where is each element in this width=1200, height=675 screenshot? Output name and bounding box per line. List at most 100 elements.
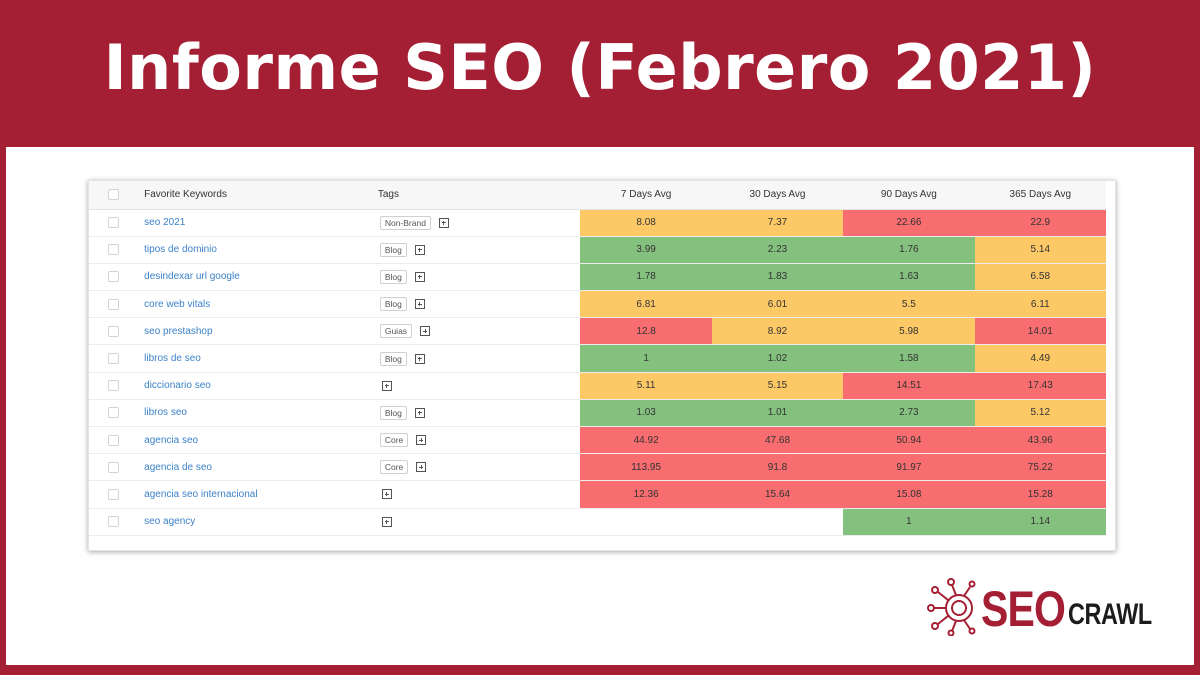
header-keyword[interactable]: Favorite Keywords bbox=[137, 181, 378, 210]
keyword-link[interactable]: agencia de seo bbox=[137, 453, 378, 482]
keyword-link[interactable]: seo agency bbox=[137, 508, 378, 536]
table-row[interactable]: seo 2021 Non-Brand 8.08 7.37 22.66 22.9 bbox=[89, 209, 1106, 237]
table-row[interactable]: libros seo Blog 1.03 1.01 2.73 5.12 bbox=[89, 399, 1106, 428]
row-checkbox[interactable] bbox=[107, 325, 119, 337]
add-tag-icon[interactable] bbox=[414, 299, 425, 310]
row-checkbox[interactable] bbox=[107, 407, 119, 419]
row-select-cell bbox=[89, 453, 138, 482]
add-tag-icon[interactable] bbox=[420, 326, 431, 337]
header-7-days[interactable]: 7 Days Avg bbox=[580, 181, 712, 210]
row-checkbox[interactable] bbox=[107, 217, 119, 229]
value-7-days: 113.95 bbox=[580, 453, 712, 482]
table-row[interactable]: seo agency 1 1.14 bbox=[89, 508, 1106, 536]
add-tag-icon[interactable] bbox=[414, 407, 425, 418]
add-tag-icon[interactable] bbox=[414, 271, 425, 282]
row-select-cell bbox=[89, 399, 138, 428]
value-30-days: 15.64 bbox=[711, 480, 844, 509]
table-row[interactable]: libros de seo Blog 1 1.02 1.58 4.49 bbox=[89, 344, 1106, 373]
value-30-days: 7.37 bbox=[711, 209, 844, 237]
value-365-days: 5.14 bbox=[974, 236, 1106, 264]
table-row[interactable]: seo prestashop Guias 12.8 8.92 5.98 14.01 bbox=[89, 317, 1106, 346]
value-30-days: 2.23 bbox=[711, 236, 844, 264]
logo-crawl-text: CRAWL bbox=[1068, 598, 1152, 631]
table-row[interactable]: diccionario seo 5.11 5.15 14.51 17.43 bbox=[89, 372, 1106, 400]
tag-badge[interactable]: Blog bbox=[379, 242, 407, 257]
logo-seo-text: SEO bbox=[981, 581, 1066, 637]
row-checkbox[interactable] bbox=[107, 434, 119, 446]
value-90-days: 14.51 bbox=[843, 372, 975, 400]
tags-cell bbox=[377, 372, 581, 400]
value-365-days: 4.49 bbox=[974, 344, 1106, 373]
row-checkbox[interactable] bbox=[107, 488, 119, 500]
row-checkbox[interactable] bbox=[107, 352, 119, 364]
add-tag-icon[interactable] bbox=[438, 217, 449, 228]
tag-badge[interactable]: Core bbox=[379, 460, 409, 475]
tags-cell bbox=[377, 508, 581, 536]
row-checkbox[interactable] bbox=[107, 461, 119, 473]
row-checkbox[interactable] bbox=[107, 244, 119, 256]
add-tag-icon[interactable] bbox=[416, 462, 427, 473]
keyword-link[interactable]: agencia seo internacional bbox=[137, 480, 378, 509]
tag-badge[interactable]: Blog bbox=[379, 269, 407, 284]
keyword-link[interactable]: libros de seo bbox=[137, 344, 378, 373]
keyword-link[interactable]: tipos de dominio bbox=[137, 236, 378, 264]
tag-badge[interactable]: Blog bbox=[379, 351, 407, 366]
keyword-link[interactable]: seo prestashop bbox=[137, 317, 378, 346]
value-90-days: 1 bbox=[843, 508, 975, 536]
table-row[interactable]: tipos de dominio Blog 3.99 2.23 1.76 5.14 bbox=[89, 236, 1106, 264]
tag-badge[interactable]: Blog bbox=[379, 405, 407, 420]
select-all-checkbox[interactable] bbox=[107, 189, 119, 201]
tag-badge[interactable]: Blog bbox=[379, 297, 407, 312]
row-checkbox[interactable] bbox=[107, 298, 119, 310]
add-tag-icon[interactable] bbox=[381, 380, 392, 391]
tag-badge[interactable]: Non-Brand bbox=[379, 215, 431, 230]
tag-badge[interactable]: Core bbox=[379, 433, 409, 448]
table-row[interactable]: agencia de seo Core 113.95 91.8 91.97 75.22 bbox=[89, 453, 1106, 482]
keyword-link[interactable]: diccionario seo bbox=[137, 372, 378, 400]
value-30-days: 47.68 bbox=[711, 426, 844, 455]
value-90-days: 22.66 bbox=[843, 209, 975, 237]
keyword-link[interactable]: core web vitals bbox=[137, 290, 378, 319]
value-365-days: 6.11 bbox=[974, 290, 1106, 319]
row-select-cell bbox=[89, 236, 138, 264]
value-7-days: 12.36 bbox=[580, 480, 712, 509]
header-30-days[interactable]: 30 Days Avg bbox=[711, 181, 844, 210]
page-title: Informe SEO (Febrero 2021) bbox=[103, 31, 1097, 104]
value-30-days: 1.02 bbox=[711, 344, 844, 373]
header-tags[interactable]: Tags bbox=[377, 181, 581, 210]
content-panel: Favorite Keywords Tags 7 Days Avg 30 Day… bbox=[6, 147, 1194, 665]
value-365-days: 75.22 bbox=[974, 453, 1106, 482]
tag-badge[interactable]: Guias bbox=[379, 324, 413, 339]
row-select-cell bbox=[89, 480, 138, 509]
table-row[interactable]: agencia seo Core 44.92 47.68 50.94 43.96 bbox=[89, 426, 1106, 455]
value-90-days: 5.5 bbox=[843, 290, 975, 319]
table-row[interactable]: agencia seo internacional 12.36 15.64 15.08… bbox=[89, 480, 1106, 509]
keyword-link[interactable]: seo 2021 bbox=[137, 209, 378, 237]
value-7-days: 1 bbox=[580, 344, 712, 373]
row-checkbox[interactable] bbox=[107, 516, 119, 528]
value-365-days: 6.58 bbox=[974, 263, 1106, 292]
value-30-days bbox=[711, 508, 844, 536]
add-tag-icon[interactable] bbox=[381, 516, 392, 527]
add-tag-icon[interactable] bbox=[381, 489, 392, 500]
table-row[interactable]: core web vitals Blog 6.81 6.01 5.5 6.11 bbox=[89, 290, 1106, 319]
add-tag-icon[interactable] bbox=[414, 353, 425, 364]
keyword-link[interactable]: agencia seo bbox=[137, 426, 378, 455]
add-tag-icon[interactable] bbox=[414, 244, 425, 255]
value-90-days: 91.97 bbox=[843, 453, 975, 482]
value-30-days: 5.15 bbox=[711, 372, 844, 400]
value-365-days: 17.43 bbox=[974, 372, 1106, 400]
row-checkbox[interactable] bbox=[107, 271, 119, 283]
tags-cell: Guias bbox=[377, 317, 581, 346]
header-90-days[interactable]: 90 Days Avg bbox=[843, 181, 975, 210]
table-row[interactable]: desindexar url google Blog 1.78 1.83 1.63 6.5… bbox=[89, 263, 1106, 292]
value-30-days: 1.83 bbox=[711, 263, 844, 292]
row-checkbox[interactable] bbox=[107, 380, 119, 392]
header-365-days[interactable]: 365 Days Avg bbox=[974, 181, 1106, 210]
bug-circuit-icon bbox=[927, 578, 976, 636]
keyword-link[interactable]: desindexar url google bbox=[137, 263, 378, 292]
value-7-days bbox=[580, 508, 712, 536]
keyword-link[interactable]: libros seo bbox=[137, 399, 378, 428]
add-tag-icon[interactable] bbox=[416, 435, 427, 446]
tags-cell: Core bbox=[377, 426, 581, 455]
